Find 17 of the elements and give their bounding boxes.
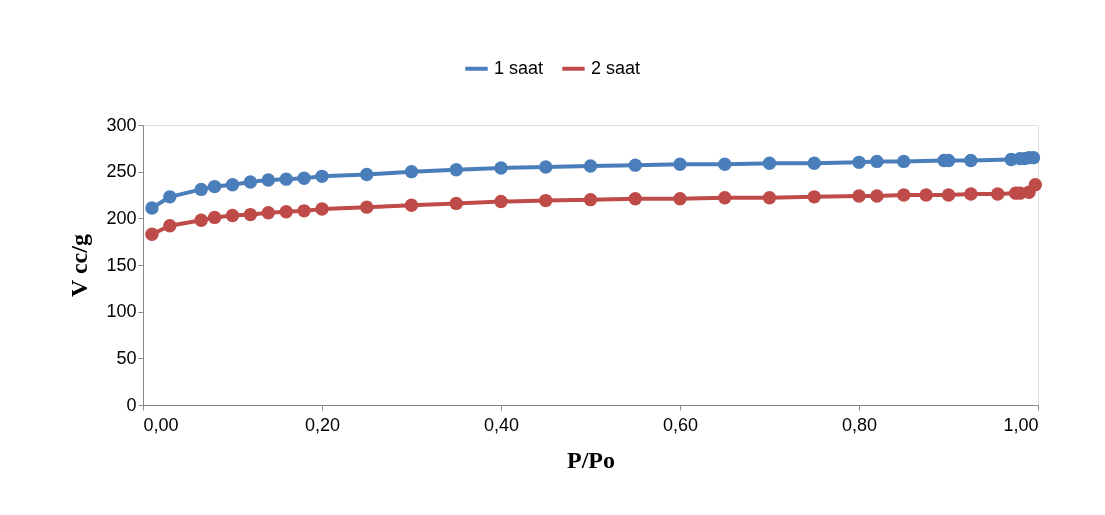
- x-tick-label: 0,60: [662, 414, 699, 435]
- y-tick-label: 100: [106, 301, 137, 322]
- y-axis-title: V cc/g: [66, 234, 93, 297]
- x-axis-title: P/Po: [567, 446, 615, 473]
- x-tick-label: 0,40: [483, 414, 520, 435]
- x-tick-label: 1,00: [1003, 414, 1039, 435]
- y-tick-label: 50: [116, 347, 137, 368]
- x-tick-label: 0,00: [143, 414, 179, 435]
- y-tick-label: 150: [106, 254, 137, 275]
- y-tick-label: 300: [106, 114, 137, 135]
- x-tick-label: 0,80: [841, 414, 878, 435]
- legend-label: 1 saat: [494, 57, 544, 78]
- y-tick-label: 200: [106, 207, 137, 228]
- y-tick-label: 250: [106, 161, 137, 182]
- legend-label: 2 saat: [591, 57, 641, 78]
- y-tick-label: 0: [126, 394, 137, 415]
- x-tick-label: 0,20: [304, 414, 341, 435]
